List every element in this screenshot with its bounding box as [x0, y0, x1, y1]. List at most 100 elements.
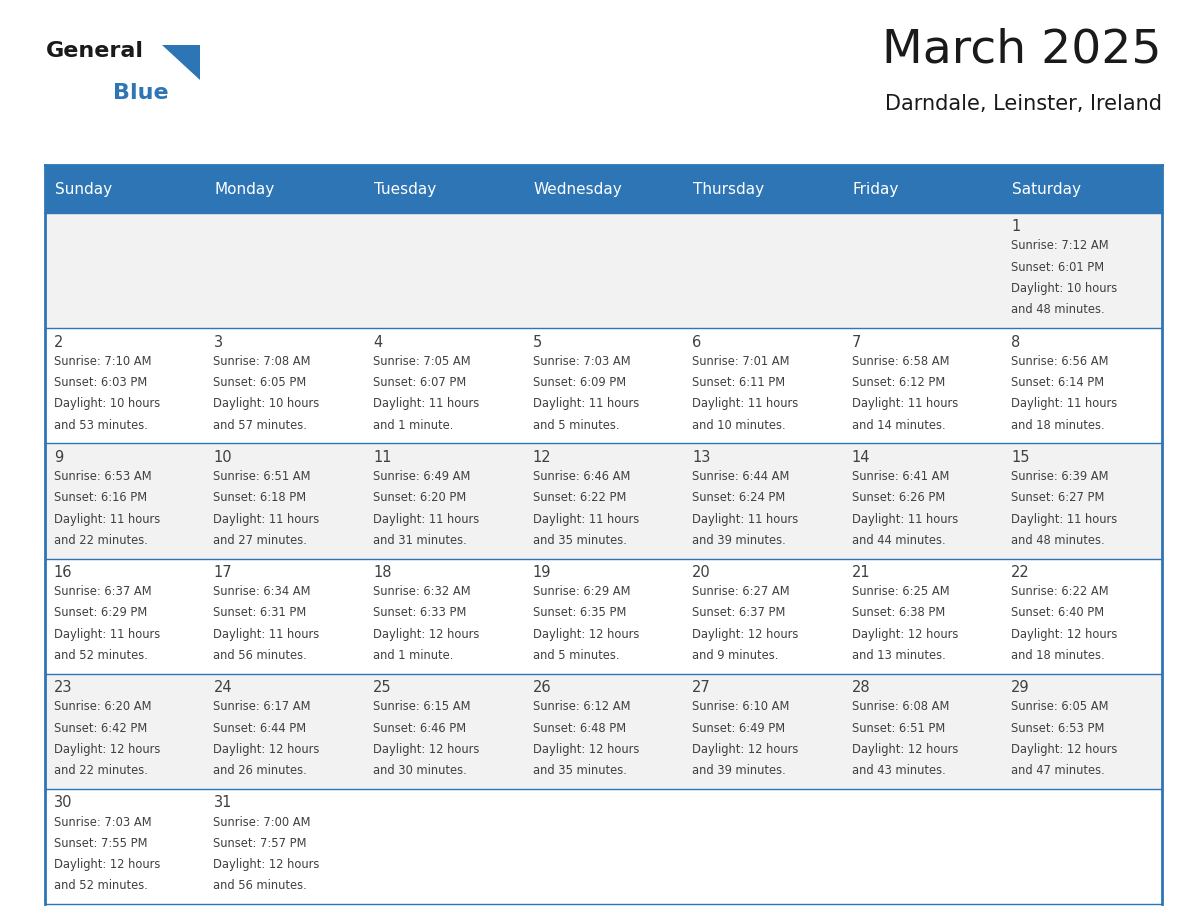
Text: Sunrise: 6:17 AM: Sunrise: 6:17 AM — [214, 700, 311, 713]
Text: Sunset: 6:26 PM: Sunset: 6:26 PM — [852, 491, 944, 504]
Text: and 31 minutes.: and 31 minutes. — [373, 534, 467, 547]
Bar — [45, 558, 1162, 674]
Text: Daylight: 12 hours: Daylight: 12 hours — [693, 628, 798, 641]
Text: Daylight: 11 hours: Daylight: 11 hours — [852, 512, 958, 525]
Text: Daylight: 10 hours: Daylight: 10 hours — [1011, 282, 1118, 295]
Text: and 22 minutes.: and 22 minutes. — [53, 765, 147, 778]
Text: 11: 11 — [373, 450, 392, 465]
Text: Sunrise: 6:51 AM: Sunrise: 6:51 AM — [214, 470, 311, 483]
Text: Daylight: 12 hours: Daylight: 12 hours — [532, 743, 639, 756]
Text: Sunrise: 6:29 AM: Sunrise: 6:29 AM — [532, 585, 630, 599]
Text: Sunrise: 7:10 AM: Sunrise: 7:10 AM — [53, 354, 151, 368]
Text: Sunset: 6:40 PM: Sunset: 6:40 PM — [1011, 607, 1104, 620]
Bar — [45, 213, 1162, 329]
Bar — [204, 165, 365, 213]
Text: Sunrise: 6:27 AM: Sunrise: 6:27 AM — [693, 585, 790, 599]
Text: Daylight: 10 hours: Daylight: 10 hours — [53, 397, 160, 410]
Text: Monday: Monday — [214, 182, 274, 196]
Text: 13: 13 — [693, 450, 710, 465]
Text: Sunset: 7:57 PM: Sunset: 7:57 PM — [214, 837, 307, 850]
Text: and 39 minutes.: and 39 minutes. — [693, 534, 785, 547]
Text: 29: 29 — [1011, 680, 1030, 695]
Text: Sunset: 6:48 PM: Sunset: 6:48 PM — [532, 722, 626, 734]
Text: Sunrise: 6:39 AM: Sunrise: 6:39 AM — [1011, 470, 1108, 483]
Text: Sunset: 6:46 PM: Sunset: 6:46 PM — [373, 722, 466, 734]
Text: 12: 12 — [532, 450, 551, 465]
Text: Sunday: Sunday — [55, 182, 112, 196]
Text: Sunrise: 6:25 AM: Sunrise: 6:25 AM — [852, 585, 949, 599]
Bar — [45, 165, 204, 213]
Text: 2: 2 — [53, 334, 63, 350]
Text: and 53 minutes.: and 53 minutes. — [53, 419, 147, 431]
Text: Tuesday: Tuesday — [374, 182, 436, 196]
Bar — [683, 165, 842, 213]
Text: and 1 minute.: and 1 minute. — [373, 649, 454, 662]
Text: March 2025: March 2025 — [883, 28, 1162, 73]
Text: Sunset: 6:20 PM: Sunset: 6:20 PM — [373, 491, 466, 504]
Text: Sunset: 6:31 PM: Sunset: 6:31 PM — [214, 607, 307, 620]
Text: Sunrise: 6:44 AM: Sunrise: 6:44 AM — [693, 470, 789, 483]
Text: Friday: Friday — [852, 182, 899, 196]
Text: Daylight: 11 hours: Daylight: 11 hours — [532, 397, 639, 410]
Text: Daylight: 12 hours: Daylight: 12 hours — [532, 628, 639, 641]
Text: Sunrise: 7:00 AM: Sunrise: 7:00 AM — [214, 815, 311, 829]
Text: 10: 10 — [214, 450, 232, 465]
Text: Daylight: 11 hours: Daylight: 11 hours — [373, 512, 479, 525]
Text: 16: 16 — [53, 565, 72, 580]
Bar — [45, 329, 1162, 443]
Text: and 30 minutes.: and 30 minutes. — [373, 765, 467, 778]
Text: 1: 1 — [1011, 219, 1020, 234]
Text: and 13 minutes.: and 13 minutes. — [852, 649, 946, 662]
Text: Sunrise: 6:41 AM: Sunrise: 6:41 AM — [852, 470, 949, 483]
Text: 14: 14 — [852, 450, 870, 465]
Text: 28: 28 — [852, 680, 870, 695]
Text: Daylight: 11 hours: Daylight: 11 hours — [53, 512, 160, 525]
Text: Wednesday: Wednesday — [533, 182, 623, 196]
Text: 25: 25 — [373, 680, 392, 695]
Text: Blue: Blue — [113, 83, 169, 103]
Text: Sunrise: 6:08 AM: Sunrise: 6:08 AM — [852, 700, 949, 713]
Bar — [45, 789, 1162, 904]
Text: 3: 3 — [214, 334, 222, 350]
Text: Daylight: 12 hours: Daylight: 12 hours — [214, 743, 320, 756]
Text: Sunset: 6:35 PM: Sunset: 6:35 PM — [532, 607, 626, 620]
Text: Sunrise: 6:49 AM: Sunrise: 6:49 AM — [373, 470, 470, 483]
Text: Daylight: 11 hours: Daylight: 11 hours — [214, 628, 320, 641]
Text: Sunrise: 7:03 AM: Sunrise: 7:03 AM — [532, 354, 630, 368]
Text: 30: 30 — [53, 795, 72, 811]
Text: and 57 minutes.: and 57 minutes. — [214, 419, 308, 431]
Text: and 14 minutes.: and 14 minutes. — [852, 419, 946, 431]
Text: Daylight: 11 hours: Daylight: 11 hours — [53, 628, 160, 641]
Text: and 5 minutes.: and 5 minutes. — [532, 649, 619, 662]
Text: 20: 20 — [693, 565, 710, 580]
Text: and 56 minutes.: and 56 minutes. — [214, 879, 308, 892]
Text: Sunset: 6:27 PM: Sunset: 6:27 PM — [1011, 491, 1105, 504]
Text: and 47 minutes.: and 47 minutes. — [1011, 765, 1105, 778]
Text: Sunrise: 7:05 AM: Sunrise: 7:05 AM — [373, 354, 470, 368]
Text: 31: 31 — [214, 795, 232, 811]
Text: Sunrise: 7:03 AM: Sunrise: 7:03 AM — [53, 815, 152, 829]
Text: Daylight: 11 hours: Daylight: 11 hours — [1011, 512, 1118, 525]
Text: Sunset: 6:44 PM: Sunset: 6:44 PM — [214, 722, 307, 734]
Text: and 56 minutes.: and 56 minutes. — [214, 649, 308, 662]
Text: 21: 21 — [852, 565, 870, 580]
Text: and 18 minutes.: and 18 minutes. — [1011, 419, 1105, 431]
Text: Daylight: 11 hours: Daylight: 11 hours — [693, 397, 798, 410]
Text: Daylight: 12 hours: Daylight: 12 hours — [373, 743, 479, 756]
Text: 26: 26 — [532, 680, 551, 695]
Text: Daylight: 11 hours: Daylight: 11 hours — [1011, 397, 1118, 410]
Text: and 5 minutes.: and 5 minutes. — [532, 419, 619, 431]
Text: Sunrise: 6:20 AM: Sunrise: 6:20 AM — [53, 700, 151, 713]
Text: Thursday: Thursday — [693, 182, 764, 196]
Text: Sunrise: 7:08 AM: Sunrise: 7:08 AM — [214, 354, 311, 368]
Text: Sunset: 6:22 PM: Sunset: 6:22 PM — [532, 491, 626, 504]
Text: Sunset: 6:53 PM: Sunset: 6:53 PM — [1011, 722, 1105, 734]
Text: and 52 minutes.: and 52 minutes. — [53, 649, 147, 662]
Text: 18: 18 — [373, 565, 392, 580]
Text: Daylight: 11 hours: Daylight: 11 hours — [852, 397, 958, 410]
Text: Saturday: Saturday — [1012, 182, 1081, 196]
Text: Sunrise: 7:01 AM: Sunrise: 7:01 AM — [693, 354, 790, 368]
Bar — [365, 165, 524, 213]
Bar — [45, 443, 1162, 558]
Text: and 18 minutes.: and 18 minutes. — [1011, 649, 1105, 662]
